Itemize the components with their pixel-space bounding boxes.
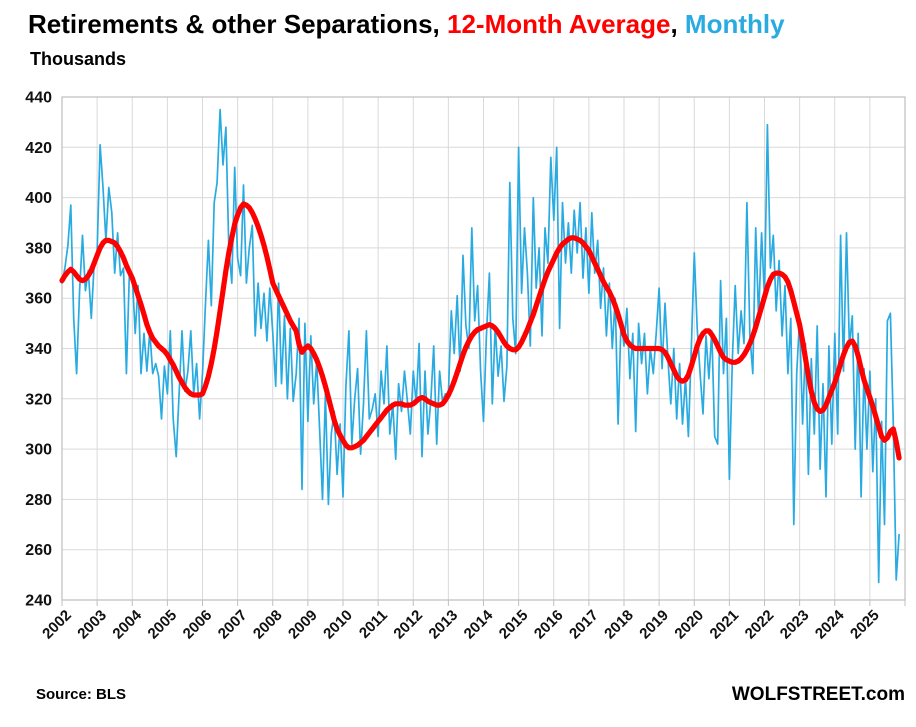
x-axis-tick-label: 2015 xyxy=(496,607,532,643)
x-axis-tick-label: 2005 xyxy=(145,607,181,643)
x-axis-tick-label: 2020 xyxy=(671,607,707,643)
y-axis-tick-label: 360 xyxy=(25,291,52,308)
x-axis-tick-label: 2006 xyxy=(180,607,216,643)
x-axis-tick-label: 2025 xyxy=(847,607,883,643)
x-axis-tick-label: 2019 xyxy=(636,607,672,643)
y-axis-tick-label: 320 xyxy=(25,391,52,408)
y-axis-tick-label: 240 xyxy=(25,593,52,610)
y-axis-tick-label: 400 xyxy=(25,190,52,207)
y-axis-tick-label: 340 xyxy=(25,341,52,358)
x-axis-tick-label: 2012 xyxy=(390,607,426,643)
x-axis-tick-label: 2002 xyxy=(39,607,75,643)
y-axis-tick-label: 380 xyxy=(25,240,52,257)
x-axis-tick-label: 2014 xyxy=(461,606,497,642)
x-axis-tick-label: 2018 xyxy=(601,607,637,643)
title-segment-average: 12-Month Average xyxy=(447,9,670,39)
x-axis-tick-label: 2021 xyxy=(707,607,743,643)
title-segment-comma: , xyxy=(670,9,684,39)
x-axis-tick-label: 2009 xyxy=(285,607,321,643)
x-axis-tick-label: 2004 xyxy=(109,606,145,642)
x-axis-tick-label: 2010 xyxy=(320,607,356,643)
watermark: WOLFSTREET.com xyxy=(732,684,905,705)
x-axis-tick-label: 2024 xyxy=(812,606,848,642)
series-line-monthly xyxy=(61,108,900,584)
source-label: Source: BLS xyxy=(36,686,126,703)
x-axis-tick-label: 2017 xyxy=(566,607,602,643)
x-axis-tick-label: 2011 xyxy=(356,607,391,642)
x-axis-tick-label: 2023 xyxy=(777,607,813,643)
chart-subtitle: Thousands xyxy=(30,49,126,69)
x-axis-tick-label: 2003 xyxy=(74,607,110,643)
x-axis-tick-label: 2007 xyxy=(215,607,251,643)
plot-border xyxy=(61,96,906,601)
x-axis-tick-label: 2016 xyxy=(531,607,567,643)
x-axis-tick-label: 2013 xyxy=(426,607,462,643)
y-axis-tick-label: 440 xyxy=(25,90,52,107)
y-axis-tick-label: 300 xyxy=(25,442,52,459)
title-segment-monthly: Monthly xyxy=(685,9,785,39)
title-segment-main: Retirements & other Separations, xyxy=(28,9,447,39)
y-axis-tick-label: 260 xyxy=(25,542,52,559)
x-axis-tick-label: 2008 xyxy=(250,607,286,643)
y-axis-tick-label: 280 xyxy=(25,492,52,509)
x-axis-tick-label: 2022 xyxy=(742,607,778,643)
y-axis-tick-label: 420 xyxy=(25,140,52,157)
series-line-12-month-average xyxy=(59,201,902,461)
chart-title: Retirements & other Separations, 12-Mont… xyxy=(28,9,785,39)
